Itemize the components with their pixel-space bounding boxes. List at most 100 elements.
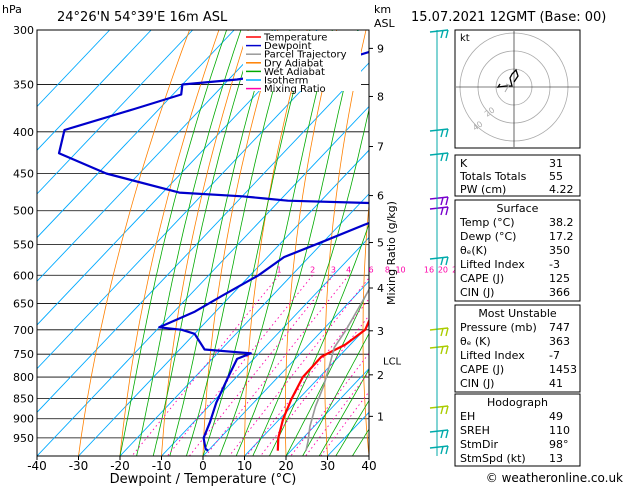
mixing-ratio-line — [205, 275, 350, 456]
km-tick-label: 5 — [377, 237, 384, 250]
isotherm-line — [202, 280, 369, 456]
isotherm-line — [37, 30, 235, 239]
wind-barb-flag — [440, 406, 444, 415]
profiles-layer — [57, 50, 369, 452]
info-row-label: CAPE (J) — [460, 272, 504, 285]
wet-adiabat-line — [285, 287, 369, 456]
hodograph-storm-motion — [504, 83, 510, 93]
info-row-value: 98° — [549, 438, 569, 451]
hodograph-info-box — [454, 393, 581, 467]
legend-label: Temperature — [263, 33, 327, 44]
info-row-value: 17.2 — [549, 230, 574, 243]
dry-adiabat-line — [362, 201, 369, 456]
mixing-ratio-label: 2 — [310, 265, 315, 274]
mixing-ratio-label: 3 — [331, 265, 336, 274]
wind-barbs — [429, 29, 449, 456]
info-row-label: θₑ(K) — [460, 244, 487, 257]
isotherm-line — [161, 236, 369, 456]
legend-label: Dewpoint — [264, 41, 312, 52]
hodograph-trace — [496, 68, 519, 88]
wind-barb-flag — [445, 206, 449, 216]
temp-tick-label: -20 — [110, 459, 130, 473]
wind-barb-staff — [429, 29, 449, 33]
surface-title: Surface — [497, 202, 539, 215]
km-tick-label: 7 — [377, 141, 384, 154]
wind-barb-staff — [429, 445, 449, 449]
indices-box — [454, 154, 581, 197]
mixing-ratio-line — [228, 277, 369, 456]
wind-barb-flag — [440, 328, 444, 337]
asl-axis-label: ASL — [374, 17, 396, 30]
info-row-value: 747 — [549, 321, 570, 334]
hpa-axis-label: hPa — [2, 3, 22, 16]
mixing-ratio-label: 6 — [369, 265, 374, 274]
temp-tick-label: 10 — [237, 459, 252, 473]
pressure-tick-label: 600 — [13, 269, 34, 282]
legend-label: Isotherm — [264, 76, 308, 87]
info-row-label: Totals Totals — [459, 170, 527, 183]
location-title: 24°26'N 54°39'E 16m ASL — [57, 10, 228, 25]
isotherm-line — [37, 30, 194, 195]
wet-adiabat-line — [219, 30, 333, 456]
dry-adiabat-line — [600, 30, 629, 456]
most-unstable-title: Most Unstable — [478, 307, 557, 320]
info-row-label: Pressure (mb) — [460, 321, 537, 334]
info-row-value: 125 — [549, 272, 570, 285]
info-row-label: Lifted Index — [460, 349, 525, 362]
info-row-label: SREH — [460, 424, 490, 437]
pressure-tick-label: 700 — [13, 324, 34, 337]
wind-barb-flag — [440, 430, 444, 439]
dry-adiabat-line — [244, 30, 308, 456]
pressure-tick-label: 350 — [13, 79, 34, 92]
dry-adiabat-line — [78, 30, 190, 456]
info-row-value: 350 — [549, 244, 570, 257]
wet-adiabat-line — [152, 30, 257, 456]
dry-adiabat-line — [400, 30, 425, 456]
info-row-value: 55 — [549, 170, 563, 183]
wet-adiabat-line — [119, 30, 227, 456]
wind-barb-flag — [440, 346, 444, 355]
temp-tick-label: 40 — [361, 459, 376, 473]
isotherm-line — [244, 324, 369, 456]
pressure-tick-label: 750 — [13, 348, 34, 361]
wind-barb-staff — [429, 256, 449, 260]
wind-barb-flag — [440, 207, 444, 216]
temp-tick-label: -40 — [27, 459, 47, 473]
pressure-tick-label: 900 — [13, 413, 34, 426]
isotherm-line — [37, 30, 152, 151]
km-axis: 9 8 7 6 5 4 3 2 1 LCL — [369, 42, 402, 423]
dry-adiabat-line — [202, 30, 279, 456]
info-row-label: StmDir — [460, 438, 499, 451]
wind-barb-flag — [440, 153, 444, 162]
wind-barb-flag — [445, 327, 449, 337]
info-row-value: 110 — [549, 424, 570, 437]
wet-adiabat-line — [235, 30, 359, 456]
hodograph-info-title: Hodograph — [487, 396, 548, 409]
dry-adiabat-line — [119, 30, 220, 456]
info-row-label: Temp (°C) — [459, 216, 515, 229]
dry-adiabat-line — [161, 30, 249, 456]
mixing-ratio-line — [167, 275, 313, 456]
wind-barb-staff — [429, 429, 449, 433]
wet-adiabat-line — [269, 222, 369, 456]
pressure-tick-label: 550 — [13, 238, 34, 251]
wind-barb-flag — [440, 257, 444, 266]
info-row-label: θₑ (K) — [460, 335, 491, 348]
wind-barb-staff — [429, 152, 449, 156]
mixing-ratio-line — [131, 275, 280, 456]
legend-label: Parcel Trajectory — [264, 50, 347, 61]
info-row-value: -7 — [549, 349, 560, 362]
km-tick-label: 1 — [377, 410, 384, 423]
km-tick-label: 2 — [377, 369, 384, 382]
wind-barb-flag — [445, 196, 449, 206]
wind-barb-flag — [445, 256, 449, 266]
wet-adiabat-line — [302, 332, 369, 456]
wind-barb-staff — [429, 128, 449, 132]
info-row-value: 49 — [549, 410, 563, 423]
wind-barb-flag — [445, 445, 449, 455]
wind-barb-staff — [429, 196, 449, 200]
temp-tick-label: -10 — [152, 459, 172, 473]
pressure-tick-label: 950 — [13, 432, 34, 445]
dry-adiabat-line — [436, 30, 455, 456]
